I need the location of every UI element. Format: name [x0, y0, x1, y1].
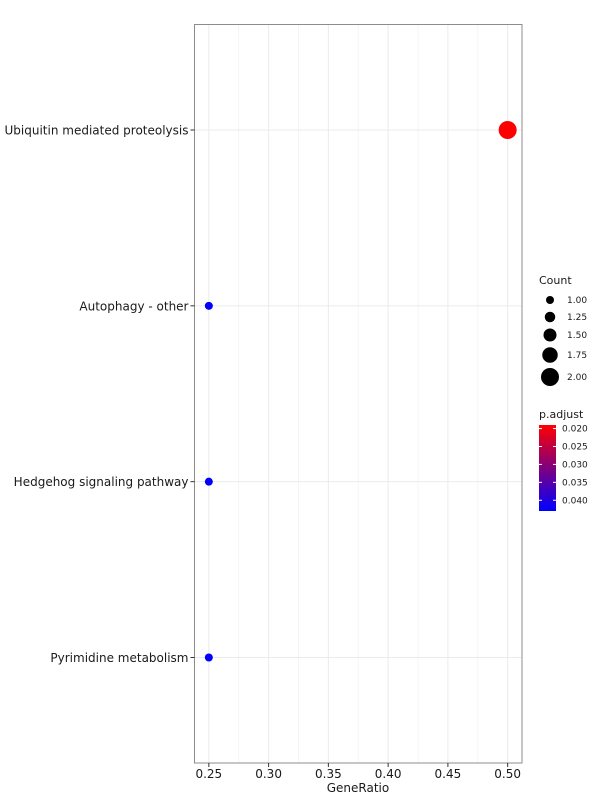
y-tick-label: Autophagy - other — [79, 299, 188, 313]
count-legend-label: 1.00 — [567, 296, 587, 306]
data-point — [204, 653, 213, 662]
minor-gridlines — [238, 24, 479, 763]
panel-border — [194, 24, 523, 764]
count-legend-label: 1.50 — [567, 331, 587, 341]
padjust-legend-label: 0.020 — [562, 425, 588, 435]
y-tick-label: Pyrimidine metabolism — [50, 651, 188, 665]
x-tick-label: 0.25 — [195, 767, 222, 781]
count-legend-key — [544, 311, 556, 323]
x-axis: 0.25 0.30 0.35 0.40 0.45 0.50 — [195, 763, 521, 781]
x-tick-label: 0.30 — [255, 767, 282, 781]
major-gridlines — [194, 24, 522, 763]
count-legend-label: 1.75 — [567, 351, 587, 361]
count-legend: Count 1.00 1.25 1.50 1.75 2.00 — [539, 274, 587, 386]
padjust-colorbar — [539, 425, 556, 511]
padjust-legend-title: p.adjust — [539, 408, 584, 421]
x-tick-label: 0.45 — [435, 767, 462, 781]
count-legend-key — [542, 347, 558, 363]
padjust-legend-label: 0.030 — [562, 460, 588, 470]
data-point — [204, 301, 213, 310]
padjust-legend-label: 0.035 — [562, 478, 588, 488]
padjust-legend-label: 0.025 — [562, 443, 588, 453]
padjust-legend: p.adjust 0.020 0.025 0.030 0.035 0.040 — [539, 408, 588, 511]
count-legend-title: Count — [539, 274, 572, 287]
count-legend-label: 1.25 — [567, 313, 587, 323]
x-axis-title: GeneRatio — [327, 781, 389, 795]
y-tick-label: Hedgehog signaling pathway — [14, 475, 189, 489]
x-tick-label: 0.35 — [315, 767, 342, 781]
count-legend-key — [543, 328, 557, 342]
y-axis: Ubiquitin mediated proteolysis Autophagy … — [5, 124, 195, 665]
count-legend-label: 2.00 — [567, 373, 587, 383]
count-legend-key — [541, 368, 559, 386]
y-tick-label: Ubiquitin mediated proteolysis — [5, 124, 189, 138]
x-tick-label: 0.50 — [494, 767, 521, 781]
x-tick-label: 0.40 — [375, 767, 402, 781]
data-point — [498, 121, 517, 139]
count-legend-key — [546, 296, 554, 304]
data-point — [204, 477, 213, 486]
data-points — [204, 121, 517, 662]
padjust-legend-label: 0.040 — [562, 496, 588, 506]
